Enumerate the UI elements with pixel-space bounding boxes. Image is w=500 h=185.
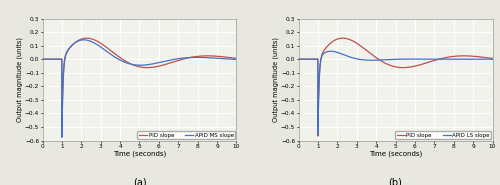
- PID slope: [370, 54, 376, 57]
- Text: (b): (b): [388, 177, 402, 185]
- PID slope: [122, 60, 128, 62]
- APID LS slope: [378, 59, 384, 61]
- APID MS slope: [209, 57, 215, 59]
- PID slope: [73, 41, 79, 43]
- PID slope: [296, 58, 302, 60]
- APID MS slope: [114, 57, 120, 59]
- APID LS slope: [486, 58, 492, 60]
- APID MS slope: [40, 58, 46, 60]
- Line: PID slope: PID slope: [42, 38, 236, 136]
- PID slope: [209, 55, 215, 57]
- PID slope: [318, 60, 324, 62]
- PID slope: [230, 57, 236, 59]
- PID slope: [315, 135, 321, 137]
- APID MS slope: [62, 58, 68, 60]
- PID slope: [329, 41, 335, 43]
- Y-axis label: Output magnitude (units): Output magnitude (units): [17, 37, 24, 122]
- PID slope: [59, 135, 65, 137]
- APID MS slope: [59, 136, 65, 138]
- APID MS slope: [81, 39, 87, 41]
- PID slope: [340, 37, 345, 39]
- Text: (a): (a): [132, 177, 146, 185]
- Legend: PID slope, APID MS slope: PID slope, APID MS slope: [138, 131, 235, 139]
- X-axis label: Time (seconds): Time (seconds): [113, 150, 166, 157]
- PID slope: [490, 57, 496, 60]
- Line: PID slope: PID slope: [298, 38, 492, 136]
- APID LS slope: [296, 58, 302, 60]
- Legend: PID slope, APID LS slope: PID slope, APID LS slope: [395, 131, 492, 139]
- APID LS slope: [330, 50, 336, 52]
- X-axis label: Time (seconds): Time (seconds): [369, 150, 422, 157]
- PID slope: [62, 60, 68, 62]
- APID MS slope: [230, 58, 236, 60]
- Line: APID MS slope: APID MS slope: [42, 40, 236, 137]
- APID MS slope: [122, 61, 128, 64]
- PID slope: [84, 37, 89, 39]
- PID slope: [486, 57, 492, 59]
- PID slope: [40, 58, 46, 60]
- APID LS slope: [370, 59, 376, 61]
- APID MS slope: [234, 58, 239, 60]
- APID MS slope: [73, 41, 79, 43]
- APID LS slope: [465, 58, 471, 60]
- PID slope: [114, 54, 120, 57]
- APID LS slope: [318, 59, 324, 61]
- PID slope: [234, 57, 239, 60]
- Y-axis label: Output magnitude (units): Output magnitude (units): [273, 37, 280, 122]
- Line: APID LS slope: APID LS slope: [298, 51, 492, 135]
- APID LS slope: [315, 134, 321, 136]
- APID LS slope: [490, 58, 496, 60]
- APID LS slope: [328, 50, 334, 52]
- PID slope: [465, 55, 471, 57]
- PID slope: [378, 60, 384, 62]
